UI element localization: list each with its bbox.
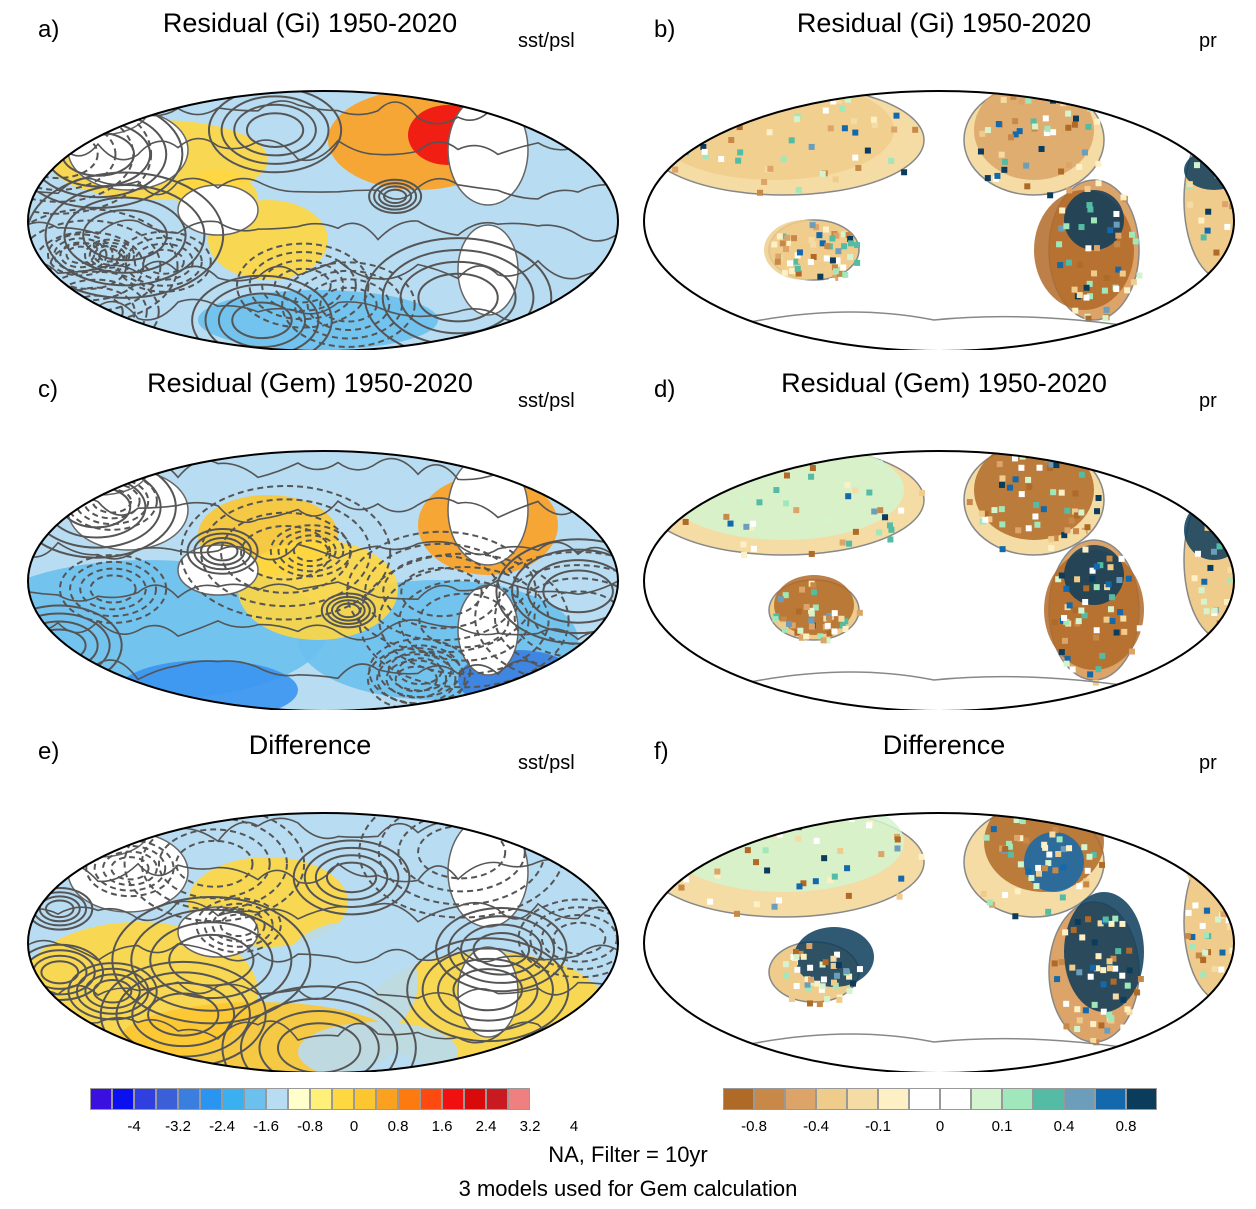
colorbar-swatch: [909, 1088, 940, 1110]
map-panel-b: b) Residual (Gi) 1950-2020 pr: [634, 0, 1244, 350]
colorbar-tick-label: 4: [569, 1118, 579, 1135]
colorbar-swatch: [971, 1088, 1002, 1110]
colorbar-swatch: [940, 1088, 971, 1110]
colorbar-swatch: [442, 1088, 464, 1110]
colorbar-tick-label: 3.2: [519, 1118, 541, 1135]
colorbar-swatch: [1033, 1088, 1064, 1110]
colorbar-swatch: [134, 1088, 156, 1110]
colorbar-swatch: [1126, 1088, 1157, 1110]
colorbar-tick-label: 0.8: [1115, 1118, 1137, 1135]
colorbar-swatch: [112, 1088, 134, 1110]
map-d: [643, 450, 1235, 710]
colorbar-tick-label: -0.4: [803, 1118, 829, 1135]
map-f: [643, 812, 1235, 1072]
panel-label: d): [654, 376, 676, 403]
panel-title: Difference: [882, 730, 1006, 760]
colorbar-swatch: [816, 1088, 847, 1110]
panel-label: f): [654, 738, 669, 765]
colorbar-tick-label: -2.4: [209, 1118, 235, 1135]
colorbar-tick-label: 0: [349, 1118, 359, 1135]
colorbar-swatch: [1064, 1088, 1095, 1110]
colorbar-swatch: [754, 1088, 785, 1110]
map-e: [27, 812, 619, 1072]
panel-title: Residual (Gi) 1950-2020: [162, 8, 458, 38]
panel-label: e): [38, 738, 60, 765]
panel-title: Residual (Gi) 1950-2020: [796, 8, 1092, 38]
colorbar-swatch: [420, 1088, 442, 1110]
colorbar-swatch: [508, 1088, 530, 1110]
colorbar-tick-label: -1.6: [253, 1118, 279, 1135]
panel-variable: sst/psl: [518, 752, 575, 774]
colorbar-swatch: [90, 1088, 112, 1110]
colorbar-swatch: [1095, 1088, 1126, 1110]
colorbar-tick-label: 0.4: [1053, 1118, 1075, 1135]
map-panel-f: f) Difference pr: [634, 722, 1244, 1072]
map-a: [27, 90, 619, 350]
colorbar-swatch: [878, 1088, 909, 1110]
colorbar-swatch: [376, 1088, 398, 1110]
colorbar-swatch: [847, 1088, 878, 1110]
colorbar-tick-label: -0.8: [297, 1118, 323, 1135]
footer-line-2: 3 models used for Gem calculation: [458, 1176, 798, 1201]
panel-variable: pr: [1199, 752, 1217, 774]
panel-title: Difference: [248, 730, 372, 760]
panel-label: a): [38, 16, 60, 43]
panel-label: b): [654, 16, 676, 43]
panel-title: Residual (Gem) 1950-2020: [781, 368, 1107, 398]
colorbar-swatch: [156, 1088, 178, 1110]
colorbar-swatch: [785, 1088, 816, 1110]
colorbar-swatch: [464, 1088, 486, 1110]
colorbar-tick-label: 2.4: [475, 1118, 497, 1135]
panel-variable: pr: [1199, 30, 1217, 52]
colorbar-swatch: [222, 1088, 244, 1110]
colorbar-swatch: [486, 1088, 508, 1110]
map-panel-d: d) Residual (Gem) 1950-2020 pr: [634, 360, 1244, 710]
colorbar-swatch: [398, 1088, 420, 1110]
panel-label: c): [38, 376, 58, 403]
colorbar-tick-label: 0.8: [387, 1118, 409, 1135]
colorbar-swatch: [288, 1088, 310, 1110]
colorbar-swatch: [310, 1088, 332, 1110]
colorbar-swatch: [266, 1088, 288, 1110]
map-panel-a: a) Residual (Gi) 1950-2020 sst/psl: [18, 0, 628, 350]
colorbar-tick-label: 1.6: [431, 1118, 453, 1135]
map-c: [27, 450, 619, 710]
panel-variable: sst/psl: [518, 390, 575, 412]
panel-title: Residual (Gem) 1950-2020: [147, 368, 473, 398]
colorbar-swatch: [332, 1088, 354, 1110]
colorbar-swatch: [723, 1088, 754, 1110]
colorbar-sst: [90, 1088, 530, 1112]
footer-line-1: NA, Filter = 10yr: [548, 1142, 708, 1167]
panel-variable: pr: [1199, 390, 1217, 412]
colorbar-pr: [723, 1088, 1157, 1112]
map-b: [643, 90, 1235, 350]
panel-variable: sst/psl: [518, 30, 575, 52]
colorbar-tick-label: -0.1: [865, 1118, 891, 1135]
colorbar-tick-label: -0.8: [741, 1118, 767, 1135]
colorbar-tick-label: 0.1: [991, 1118, 1013, 1135]
colorbar-swatch: [200, 1088, 222, 1110]
colorbar-swatch: [244, 1088, 266, 1110]
colorbar-swatch: [178, 1088, 200, 1110]
colorbar-tick-label: 0: [935, 1118, 945, 1135]
colorbar-swatch: [1002, 1088, 1033, 1110]
colorbar-swatch: [354, 1088, 376, 1110]
colorbar-tick-label: -3.2: [165, 1118, 191, 1135]
colorbar-tick-label: -4: [127, 1118, 141, 1135]
map-panel-e: e) Difference sst/psl: [18, 722, 628, 1072]
map-panel-c: c) Residual (Gem) 1950-2020 sst/psl: [18, 360, 628, 710]
